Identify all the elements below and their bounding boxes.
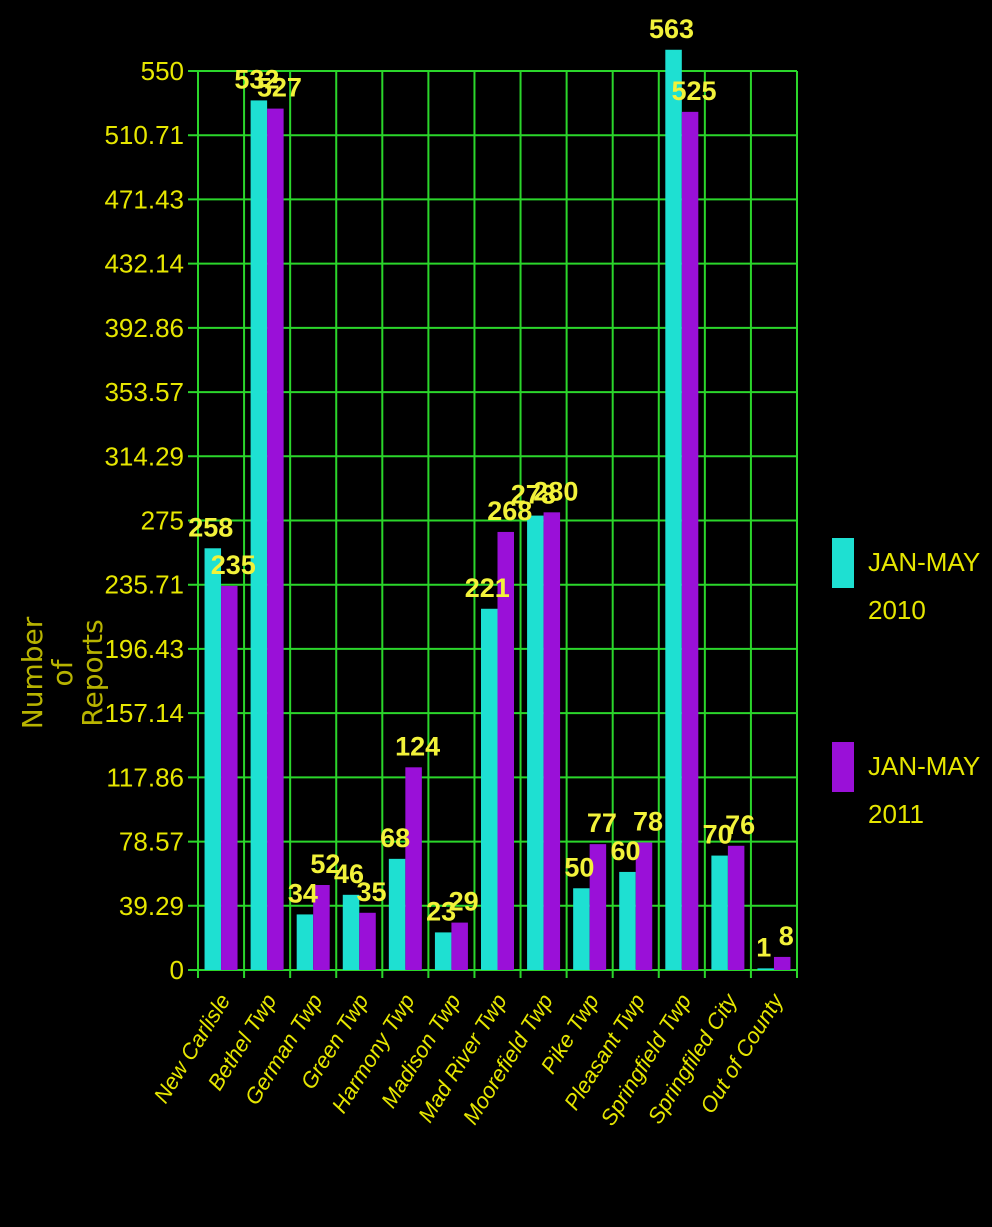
bar — [681, 111, 699, 970]
y-axis-title-line: Number — [16, 616, 49, 729]
data-label: 235 — [211, 550, 256, 580]
y-tick-label: 157.14 — [104, 698, 184, 728]
data-label: 70 — [703, 820, 733, 850]
legend-label: JAN-MAY — [868, 751, 980, 781]
bar — [451, 922, 468, 970]
data-label: 50 — [564, 852, 594, 882]
bar — [497, 531, 514, 970]
bar — [711, 855, 728, 970]
y-tick-label: 550 — [141, 56, 184, 86]
data-label: 68 — [380, 823, 410, 853]
bar — [250, 100, 268, 971]
data-label: 52 — [310, 849, 340, 879]
data-label: 124 — [395, 731, 440, 761]
bar — [527, 515, 544, 970]
bar — [543, 512, 561, 970]
bar — [405, 767, 422, 970]
data-label: 77 — [587, 808, 617, 838]
y-tick-label: 314.29 — [104, 441, 184, 471]
data-label: 280 — [533, 476, 578, 506]
y-axis-label: NumberofReports — [16, 616, 109, 729]
legend-swatch — [832, 538, 854, 588]
y-tick-label: 471.43 — [104, 184, 184, 214]
data-label: 8 — [779, 921, 794, 951]
bar — [727, 845, 745, 970]
data-label: 221 — [465, 573, 510, 603]
y-axis-ticks: 0 39.29 78.57 117.86 157.14 196.43 235.71 275 31… — [104, 56, 184, 985]
data-label: 78 — [633, 807, 663, 837]
data-label: 527 — [257, 73, 302, 103]
y-tick-label: 117.86 — [106, 762, 184, 792]
data-label: 35 — [356, 877, 386, 907]
y-tick-label: 196.43 — [104, 634, 184, 664]
y-tick-label: 275 — [141, 506, 184, 536]
bar — [388, 858, 406, 970]
y-tick-label: 432.14 — [104, 249, 184, 279]
y-axis-title-line: Reports — [76, 619, 109, 726]
y-tick-label: 0 — [170, 955, 184, 985]
data-label: 563 — [649, 14, 694, 44]
bar — [773, 956, 791, 970]
y-tick-label: 78.57 — [119, 827, 184, 857]
bar — [296, 914, 314, 970]
bar — [221, 585, 238, 970]
data-label: 23 — [426, 896, 456, 926]
bar — [619, 871, 636, 970]
legend-label: JAN-MAY — [868, 547, 980, 577]
bar — [635, 842, 653, 970]
y-tick-label: 353.57 — [104, 377, 184, 407]
bar — [434, 932, 452, 970]
bar — [204, 548, 222, 970]
bar — [757, 968, 774, 970]
data-label: 29 — [449, 887, 479, 917]
y-tick-label: 39.29 — [119, 891, 184, 921]
legend-label: 2010 — [868, 595, 926, 625]
data-label: 278 — [511, 480, 556, 510]
bar — [313, 885, 330, 970]
y-axis-title-line: of — [46, 658, 79, 686]
bar — [359, 912, 376, 970]
data-label: 532 — [234, 64, 279, 94]
y-tick-label: 510.71 — [104, 120, 184, 150]
y-tick-label: 235.71 — [104, 570, 184, 600]
legend-label: 2011 — [868, 799, 924, 829]
data-label: 76 — [725, 810, 755, 840]
bar — [665, 49, 682, 970]
bars — [204, 49, 791, 971]
data-label: 34 — [288, 878, 318, 908]
bar — [589, 844, 607, 970]
bar — [573, 888, 590, 970]
legend-swatch — [832, 742, 854, 792]
data-label: 46 — [334, 859, 364, 889]
data-label: 268 — [487, 496, 532, 526]
legend: JAN-MAY 2010 JAN-MAY 2011 — [832, 538, 980, 829]
bar — [267, 108, 284, 970]
data-label: 525 — [672, 76, 717, 106]
data-label: 60 — [610, 836, 640, 866]
bar — [481, 608, 498, 970]
bar — [342, 894, 360, 970]
y-axis-title: NumberofReports — [16, 616, 109, 729]
y-tick-label: 392.86 — [104, 313, 184, 343]
data-label: 1 — [756, 932, 771, 962]
data-label: 258 — [188, 512, 233, 542]
